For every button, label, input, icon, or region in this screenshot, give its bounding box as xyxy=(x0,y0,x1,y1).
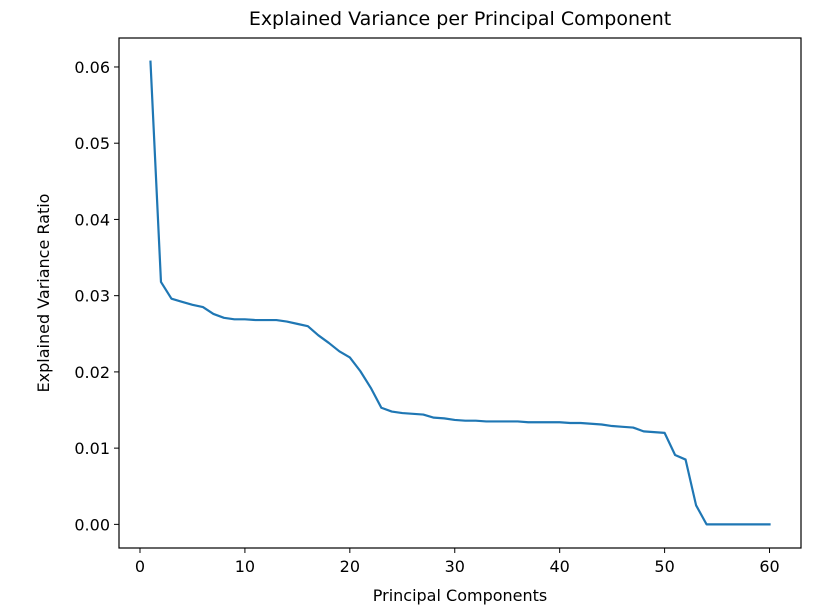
y-axis-title: Explained Variance Ratio xyxy=(34,194,53,393)
y-tick-label: 0.00 xyxy=(74,515,110,534)
series-line xyxy=(149,60,771,526)
x-tick-label: 30 xyxy=(445,557,465,576)
x-tick-label: 60 xyxy=(759,557,779,576)
x-tick-label: 0 xyxy=(135,557,145,576)
x-tick-label: 40 xyxy=(549,557,569,576)
plot-area xyxy=(149,60,771,526)
y-tick-label: 0.04 xyxy=(74,210,110,229)
y-tick-label: 0.06 xyxy=(74,58,110,77)
chart-title: Explained Variance per Principal Compone… xyxy=(249,8,671,30)
x-axis-title: Principal Components xyxy=(373,586,548,605)
x-tick-label: 10 xyxy=(235,557,255,576)
y-axis: 0.00 0.01 0.02 0.03 0.04 0.05 0.06 xyxy=(74,58,119,534)
x-axis: 0 10 20 30 40 50 60 xyxy=(135,548,780,576)
y-tick-label: 0.03 xyxy=(74,287,110,306)
y-tick-label: 0.01 xyxy=(74,439,110,458)
x-tick-label: 50 xyxy=(654,557,674,576)
y-tick-label: 0.02 xyxy=(74,363,110,382)
y-tick-label: 0.05 xyxy=(74,134,110,153)
plot-frame xyxy=(118,37,802,549)
x-tick-label: 20 xyxy=(340,557,360,576)
